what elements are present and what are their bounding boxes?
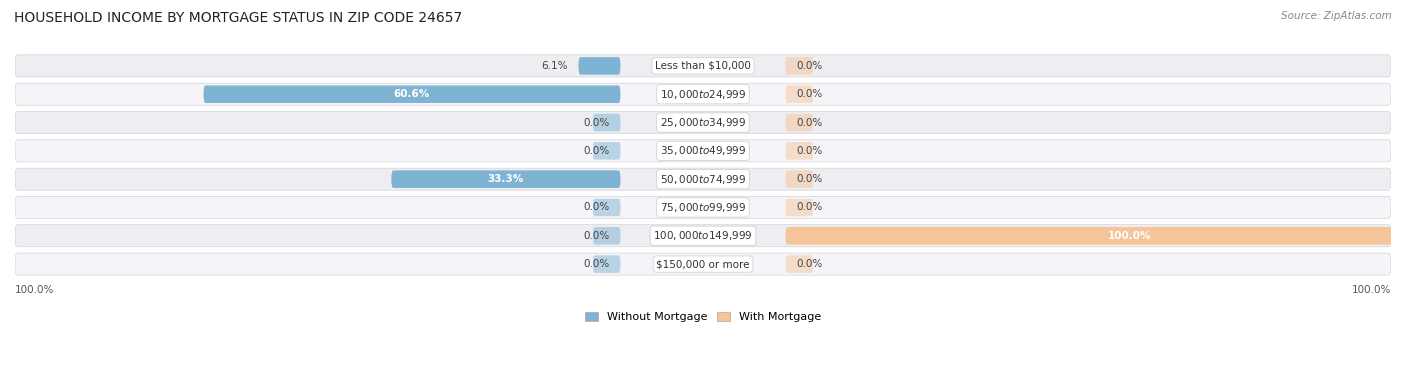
Text: 100.0%: 100.0% bbox=[1351, 285, 1391, 295]
FancyBboxPatch shape bbox=[391, 170, 620, 188]
Text: 100.0%: 100.0% bbox=[1108, 231, 1152, 241]
Text: Less than $10,000: Less than $10,000 bbox=[655, 61, 751, 71]
Text: $35,000 to $49,999: $35,000 to $49,999 bbox=[659, 144, 747, 157]
FancyBboxPatch shape bbox=[786, 170, 813, 188]
FancyBboxPatch shape bbox=[786, 227, 1406, 245]
Text: $50,000 to $74,999: $50,000 to $74,999 bbox=[659, 173, 747, 185]
Text: HOUSEHOLD INCOME BY MORTGAGE STATUS IN ZIP CODE 24657: HOUSEHOLD INCOME BY MORTGAGE STATUS IN Z… bbox=[14, 11, 463, 25]
Text: $10,000 to $24,999: $10,000 to $24,999 bbox=[659, 88, 747, 101]
Text: 0.0%: 0.0% bbox=[796, 202, 823, 213]
Text: 0.0%: 0.0% bbox=[796, 174, 823, 184]
FancyBboxPatch shape bbox=[15, 196, 1391, 219]
Text: 0.0%: 0.0% bbox=[796, 118, 823, 127]
Text: $100,000 to $149,999: $100,000 to $149,999 bbox=[654, 229, 752, 242]
Legend: Without Mortgage, With Mortgage: Without Mortgage, With Mortgage bbox=[581, 307, 825, 326]
Text: $25,000 to $34,999: $25,000 to $34,999 bbox=[659, 116, 747, 129]
Text: 0.0%: 0.0% bbox=[583, 202, 610, 213]
Text: 0.0%: 0.0% bbox=[583, 146, 610, 156]
FancyBboxPatch shape bbox=[15, 225, 1391, 247]
Text: 0.0%: 0.0% bbox=[796, 146, 823, 156]
FancyBboxPatch shape bbox=[578, 57, 620, 75]
Text: 6.1%: 6.1% bbox=[541, 61, 568, 71]
FancyBboxPatch shape bbox=[593, 199, 620, 216]
FancyBboxPatch shape bbox=[786, 255, 813, 273]
Text: 100.0%: 100.0% bbox=[15, 285, 55, 295]
FancyBboxPatch shape bbox=[593, 114, 620, 131]
FancyBboxPatch shape bbox=[15, 140, 1391, 162]
Text: 60.6%: 60.6% bbox=[394, 89, 430, 99]
Text: $150,000 or more: $150,000 or more bbox=[657, 259, 749, 269]
Text: 0.0%: 0.0% bbox=[796, 259, 823, 269]
FancyBboxPatch shape bbox=[593, 227, 620, 245]
Text: 0.0%: 0.0% bbox=[796, 89, 823, 99]
Text: $75,000 to $99,999: $75,000 to $99,999 bbox=[659, 201, 747, 214]
FancyBboxPatch shape bbox=[786, 57, 813, 75]
FancyBboxPatch shape bbox=[15, 55, 1391, 77]
Text: 0.0%: 0.0% bbox=[796, 61, 823, 71]
FancyBboxPatch shape bbox=[593, 142, 620, 159]
FancyBboxPatch shape bbox=[786, 86, 813, 103]
FancyBboxPatch shape bbox=[15, 83, 1391, 105]
Text: 0.0%: 0.0% bbox=[583, 259, 610, 269]
FancyBboxPatch shape bbox=[786, 114, 813, 131]
FancyBboxPatch shape bbox=[15, 112, 1391, 133]
FancyBboxPatch shape bbox=[15, 253, 1391, 275]
FancyBboxPatch shape bbox=[786, 142, 813, 159]
FancyBboxPatch shape bbox=[593, 255, 620, 273]
FancyBboxPatch shape bbox=[15, 168, 1391, 190]
Text: 33.3%: 33.3% bbox=[488, 174, 524, 184]
Text: Source: ZipAtlas.com: Source: ZipAtlas.com bbox=[1281, 11, 1392, 21]
Text: 0.0%: 0.0% bbox=[583, 231, 610, 241]
FancyBboxPatch shape bbox=[786, 199, 813, 216]
FancyBboxPatch shape bbox=[204, 86, 620, 103]
Text: 0.0%: 0.0% bbox=[583, 118, 610, 127]
